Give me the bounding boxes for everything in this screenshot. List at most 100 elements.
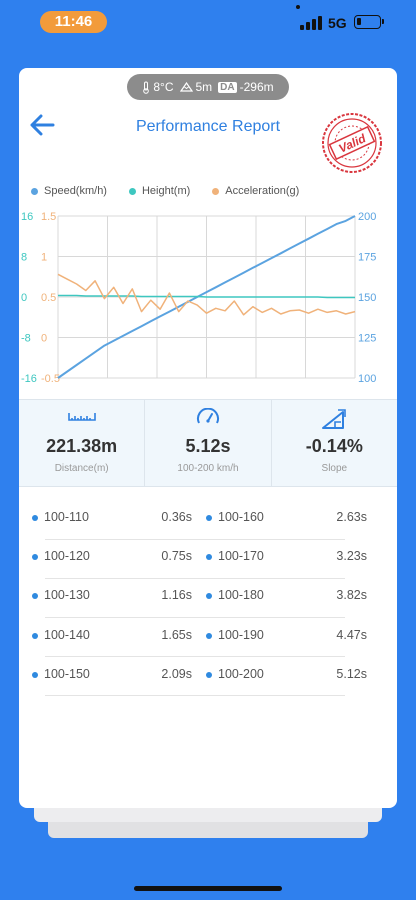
stats-panel: 221.38m Distance(m) 5.12s 100-200 km/h -… (19, 399, 397, 487)
slope-icon (322, 409, 347, 429)
home-indicator (134, 886, 282, 891)
valid-stamp-icon: Valid (322, 113, 382, 173)
split-value: 2.63s (336, 510, 367, 524)
mountain-icon (179, 82, 193, 92)
legend-speed-dot (31, 187, 38, 195)
split-label: 100-160 (218, 510, 264, 524)
split-row: 100-130 1.16s (32, 586, 192, 610)
legend-speed[interactable]: Speed(km/h) (31, 185, 107, 197)
slope-label: Slope (321, 463, 348, 474)
split-label: 100-150 (44, 667, 90, 681)
height-tick-label: 0 (21, 292, 27, 304)
height-tick-label: -16 (21, 373, 37, 385)
split-dot (206, 554, 212, 560)
time-label: 100-200 km/h (177, 463, 239, 474)
split-divider (45, 539, 345, 540)
split-row: 100-150 2.09s (32, 665, 192, 689)
signal-icon (300, 16, 322, 30)
split-row: 100-140 1.65s (32, 626, 192, 650)
split-value: 2.09s (161, 667, 192, 681)
status-time: 11:46 (40, 11, 107, 33)
split-dot (32, 554, 38, 560)
speed-tick-label: 150 (358, 292, 376, 304)
speed-tick-label: 175 (358, 252, 376, 264)
split-value: 1.65s (161, 628, 192, 642)
split-row: 100-160 2.63s (206, 508, 367, 532)
split-row: 100-190 4.47s (206, 626, 367, 650)
ruler-icon (67, 413, 96, 421)
acceleration-tick-label: 0 (41, 333, 47, 345)
split-label: 100-170 (218, 549, 264, 563)
split-divider (45, 695, 345, 696)
page-title: Performance Report (135, 118, 281, 135)
chart-legend: Speed(km/h) Height(m) Acceleration(g) (31, 185, 321, 197)
split-value: 4.47s (336, 628, 367, 642)
distance-value: 221.38m (46, 436, 118, 456)
split-dot (206, 633, 212, 639)
back-arrow-icon[interactable] (27, 112, 57, 138)
speedometer-icon (197, 408, 219, 424)
time-value: 5.12s (185, 436, 231, 456)
split-dot (32, 633, 38, 639)
performance-chart: 16 8 0 -8 -16 1.5 1 0.5 0 -0.5 200 175 150 125 100 (21, 211, 376, 385)
report-card: 8°C 5m DA -296m Performance Report Valid… (19, 68, 397, 808)
network-type: 5G (328, 15, 347, 31)
legend-height-label: Height(m) (141, 185, 191, 197)
split-row: 100-170 3.23s (206, 547, 367, 571)
acceleration-tick-label: -0.5 (41, 373, 60, 385)
split-label: 100-120 (44, 549, 90, 563)
height-tick-label: -8 (21, 333, 31, 345)
speed-tick-label: 125 (358, 333, 376, 345)
stat-distance: 221.38m Distance(m) (19, 400, 146, 486)
split-dot (32, 515, 38, 521)
split-dot (32, 593, 38, 599)
split-value: 0.36s (161, 510, 192, 524)
slope-value: -0.14% (305, 436, 363, 456)
altitude-reading: 5m (179, 80, 213, 94)
split-row: 100-200 5.12s (206, 665, 367, 689)
split-divider (45, 656, 345, 657)
legend-height-dot (128, 187, 136, 195)
split-label: 100-110 (44, 510, 89, 524)
legend-height[interactable]: Height(m) (128, 185, 191, 197)
speed-tick-label: 200 (358, 211, 376, 223)
temperature-value: 8°C (153, 80, 174, 94)
stat-slope: -0.14% Slope (272, 400, 397, 486)
height-tick-label: 8 (21, 252, 27, 264)
density-altitude-value: -296m (239, 80, 274, 94)
stat-time: 5.12s 100-200 km/h (145, 400, 272, 486)
split-value: 0.75s (161, 549, 192, 563)
legend-speed-label: Speed(km/h) (44, 185, 107, 197)
speed-series-line (57, 215, 356, 379)
split-label: 100-200 (218, 667, 264, 681)
battery-icon (354, 15, 384, 29)
split-label: 100-130 (44, 588, 90, 602)
altitude-value: 5m (195, 80, 213, 94)
distance-label: Distance(m) (54, 463, 109, 474)
thermometer-icon (143, 81, 150, 94)
acceleration-tick-label: 0.5 (41, 292, 56, 304)
status-indicator-dot (296, 5, 300, 9)
legend-acceleration-dot (212, 187, 220, 195)
split-value: 3.82s (336, 588, 367, 602)
split-label: 100-190 (218, 628, 264, 642)
height-tick-label: 16 (21, 211, 33, 223)
split-dot (206, 593, 212, 599)
split-dot (206, 672, 212, 678)
speed-tick-label: 100 (358, 373, 376, 385)
split-value: 3.23s (336, 549, 367, 563)
split-row: 100-110 0.36s (32, 508, 192, 532)
split-divider (45, 578, 345, 579)
legend-acceleration[interactable]: Acceleration(g) (212, 185, 299, 197)
split-row: 100-180 3.82s (206, 586, 367, 610)
density-altitude-reading: DA -296m (218, 80, 274, 94)
split-value: 1.16s (161, 588, 192, 602)
status-bar: 11:46 5G (0, 0, 416, 44)
split-dot (206, 515, 212, 521)
legend-acceleration-label: Acceleration(g) (225, 185, 300, 197)
acceleration-tick-label: 1 (41, 252, 47, 264)
acceleration-tick-label: 1.5 (41, 211, 56, 223)
acceleration-series-line (57, 273, 356, 316)
split-value: 5.12s (336, 667, 367, 681)
environment-pill: 8°C 5m DA -296m (127, 74, 289, 100)
